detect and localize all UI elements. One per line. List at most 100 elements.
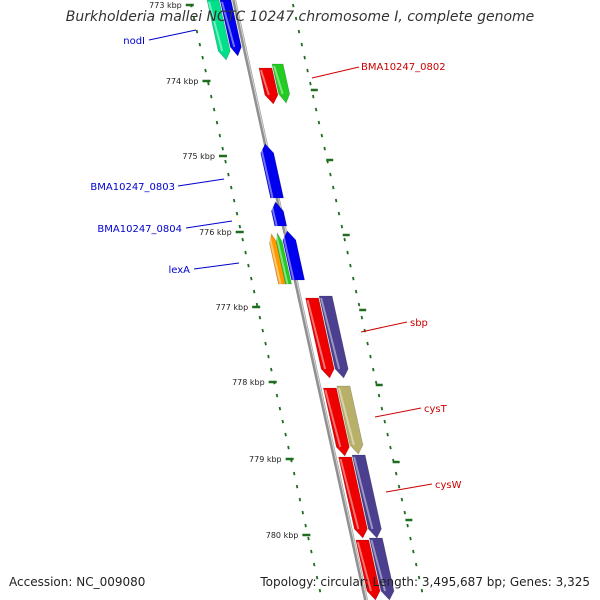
gc-dot: [255, 302, 259, 307]
gc-dot: [343, 237, 346, 242]
gc-dot: [394, 471, 398, 476]
gc-dot: [300, 42, 304, 47]
gc-dot: [389, 445, 392, 450]
feature-cysW-purple-shine: [353, 456, 374, 530]
kbp-tick-label: 774 kbp: [166, 77, 199, 86]
feature-sbp-purple-shine: [320, 297, 341, 370]
feature-nodI-blue-shine: [221, 1, 236, 48]
gc-dot: [357, 302, 361, 307]
feature-lexA-blue-shine: [281, 232, 295, 281]
feature-nodI-teal-shine: [208, 1, 224, 52]
feature-cysW-purple: [351, 454, 382, 539]
gc-dot: [244, 250, 247, 255]
gc-dot: [192, 16, 196, 21]
leader-right: [374, 407, 422, 418]
gc-dot: [397, 484, 401, 489]
feature-bottom-purple: [368, 537, 395, 600]
feature-cysT-tan: [336, 385, 364, 455]
chromosome-backbone: [232, 0, 368, 600]
gc-dot: [247, 263, 250, 268]
gc-dot: [278, 406, 282, 411]
feature-sbp-red: [305, 297, 335, 379]
leader-left: [148, 29, 197, 41]
gc-dot: [312, 94, 315, 99]
feature-0804-shine: [270, 203, 278, 227]
gc-dot: [294, 16, 298, 21]
gc-dot: [409, 536, 412, 541]
gene-label-left: nodI: [123, 36, 145, 47]
feature-lexA-green-shine: [275, 234, 289, 285]
feature-0802-red-shine: [260, 69, 270, 96]
leader-right: [385, 483, 433, 493]
feature-nodI-blue: [219, 0, 242, 57]
gc-dot: [369, 354, 372, 359]
feature-0803-shine: [259, 145, 274, 199]
gene-label-left: BMA10247_0803: [90, 182, 175, 193]
gc-dot: [252, 289, 256, 294]
gc-dot: [218, 133, 222, 138]
kbp-tick-label: 778 kbp: [232, 378, 265, 387]
leader-left: [185, 220, 233, 229]
gc-dot: [298, 497, 302, 502]
gc-dot: [403, 510, 406, 515]
feature-sbp-purple: [318, 295, 349, 379]
gc-dot: [212, 107, 216, 112]
feature-lexA-orange-shine: [268, 235, 282, 285]
gc-dot: [323, 146, 326, 151]
gc-dot: [301, 510, 304, 515]
feature-0804: [271, 201, 288, 227]
gc-dot: [270, 367, 273, 372]
gc-dot: [238, 224, 242, 229]
gc-dot: [215, 120, 219, 125]
gc-dot: [284, 432, 287, 437]
feature-nodI-teal: [206, 0, 231, 61]
gc-dot: [230, 185, 233, 190]
gc-dot: [267, 354, 270, 359]
gc-dot: [307, 536, 310, 541]
feature-cysT-tan-shine: [337, 387, 355, 446]
gc-dot: [346, 250, 349, 255]
gc-dot: [306, 68, 309, 73]
gc-dot: [412, 549, 415, 554]
gc-dot: [235, 211, 239, 216]
gc-dot: [297, 29, 301, 34]
kbp-tick-label: 779 kbp: [249, 455, 282, 464]
feature-0802-red: [258, 67, 279, 105]
gc-dot: [317, 120, 321, 125]
gc-dot: [360, 315, 364, 320]
gene-label-right: sbp: [410, 318, 428, 329]
gc-dot: [400, 497, 404, 502]
gc-dot: [380, 406, 384, 411]
topology-summary: Topology: circular; Length: 3,495,687 bp…: [260, 575, 590, 589]
kbp-tick-label: 776 kbp: [199, 228, 232, 237]
gc-dot: [207, 81, 210, 86]
gc-dot: [275, 393, 279, 398]
leader-left: [193, 262, 240, 270]
gc-dot: [281, 419, 284, 424]
features-layer: [206, 0, 395, 600]
feature-bottom-red-shine: [356, 541, 372, 592]
gc-dot: [241, 237, 244, 242]
gc-dot: [264, 341, 267, 346]
gc-dot: [258, 315, 262, 320]
gc-dot: [414, 562, 418, 567]
gene-labels-layer: nodI BMA10247_0803 BMA10247_0804 lexA BMA102…: [90, 36, 461, 491]
gene-label-left: BMA10247_0804: [97, 224, 182, 235]
gc-dot: [198, 42, 202, 47]
gc-dot: [366, 341, 369, 346]
kbp-tick-label: 773 kbp: [149, 1, 182, 10]
kbp-tick-label: 780 kbp: [266, 531, 299, 540]
gc-dot: [221, 146, 224, 151]
gc-dot: [295, 484, 299, 489]
feature-lexA-blue: [282, 230, 305, 281]
gc-dot: [210, 94, 213, 99]
gc-dot: [204, 68, 207, 73]
gc-dot: [386, 432, 389, 437]
gene-label-right: cysW: [435, 480, 462, 491]
gc-dot: [406, 523, 409, 528]
gc-dot: [309, 81, 312, 86]
accession-text: Accession: NC_009080: [9, 575, 146, 589]
tick-labels-layer: 773 kbp 774 kbp 775 kbp 776 kbp 777 kbp 778 k…: [149, 1, 413, 540]
gene-label-right: BMA10247_0802: [361, 62, 446, 73]
